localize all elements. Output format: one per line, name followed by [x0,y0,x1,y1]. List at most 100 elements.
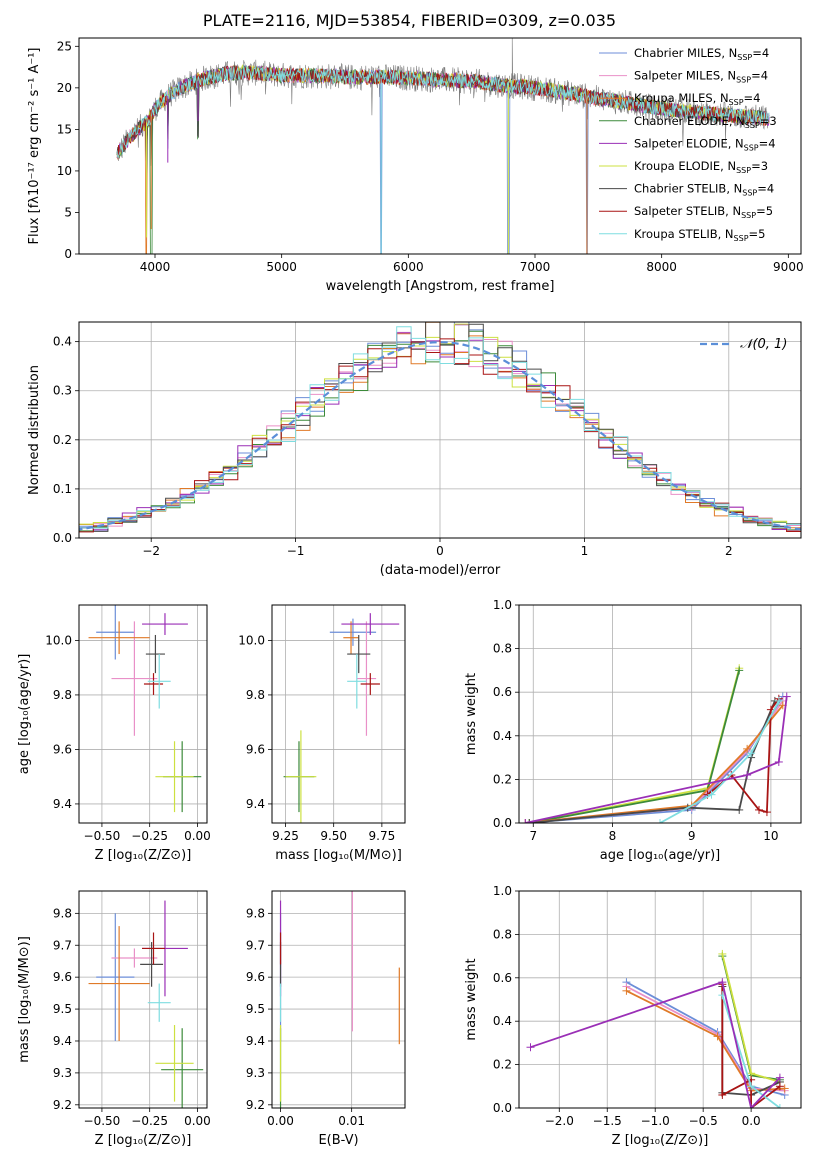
mass_vs_Z-ylabel: mass [log₁₀(M/M⊙)] [17,936,32,1063]
age_vs_Z-frame [78,604,208,824]
y-tick-label: 9.5 [246,1002,265,1016]
y-tick-label: 0.6 [493,685,512,699]
age_vs_Z-ylabel: age [log₁₀(age/yr)] [17,654,32,775]
y-tick-label: 10.0 [45,633,72,647]
mass_vs_Z-axes: −0.50 −0.25 0.00 9.2 9.3 9.4 9.5 9.6 9.7 9.8 Z [lo… [17,890,211,1148]
mw_vs_Z-ylabel: mass weight [464,958,479,1040]
x-tick-label: 0.00 [184,1114,211,1128]
y-tick-label: 9.3 [246,1066,265,1080]
y-tick-label: 1.0 [493,598,512,612]
age_vs_Z-xlabel: Z [log₁₀(Z/Z⊙)] [95,848,192,863]
residuals-xlabel: (data-model)/error [380,563,501,578]
y-tick-label: 10 [57,164,72,178]
x-tick-label: −2.0 [545,1114,574,1128]
y-tick-label: 1.0 [493,884,512,898]
y-tick-label: 9.7 [246,938,265,952]
x-tick-label: −0.25 [131,1114,168,1128]
x-tick-label: −2 [142,544,160,558]
x-tick-label: 6000 [393,260,424,274]
x-tick-label: 2 [725,544,733,558]
x-tick-label: 7 [529,829,537,843]
y-tick-label: 9.7 [53,938,72,952]
y-tick-label: 0.8 [493,642,512,656]
residuals-ylabel: Normed distribution [27,365,42,495]
y-tick-label: 0 [64,247,72,261]
mass_vs_ebv-xlabel: E(B-V) [318,1133,358,1148]
x-tick-label: 10 [763,829,778,843]
mw_vs_Z-xlabel: Z [log₁₀(Z/Z⊙)] [612,1133,709,1148]
x-tick-label: 0 [436,544,444,558]
y-tick-label: 0.2 [493,772,512,786]
x-tick-label: 9000 [773,260,804,274]
y-tick-label: 9.5 [53,1002,72,1016]
y-tick-label: 20 [57,81,72,95]
legend-label: 𝒩(0, 1) [740,337,787,352]
y-tick-label: 9.6 [246,970,265,984]
residual-histogram [79,326,801,534]
legend-label: Kroupa MILES, NSSP=4 [634,91,760,107]
spectrum-model-line [116,66,770,159]
x-tick-label: 9 [688,829,696,843]
x-tick-label: 8 [609,829,617,843]
legend-label: Chabrier ELODIE, NSSP=3 [634,114,777,130]
spectrum-axes: 4000 5000 6000 7000 8000 9000 0 5 10 15 20 25 wavele… [27,37,804,294]
x-tick-label: 0.0 [742,1114,761,1128]
x-tick-label: −0.50 [84,1114,121,1128]
mw_vs_Z-axes: −2.0 −1.5 −1.0 −0.5 0.0 0.0 0.2 0.4 0.6 0.8 1.0 Z [… [464,884,802,1148]
mass_vs_Z-frame [78,890,208,1109]
y-tick-label: 0.4 [493,729,512,743]
x-tick-label: 9.75 [369,829,396,843]
mass_vs_ebv-plot-area [279,891,400,1108]
y-tick-label: 9.2 [246,1098,265,1112]
y-tick-label: 15 [57,122,72,136]
age_vs_Z-plot-area [88,605,202,813]
x-tick-label: −1 [287,544,305,558]
mass-weight-line [525,700,784,823]
x-tick-label: −0.25 [131,829,168,843]
legend-label: Chabrier STELIB, NSSP=4 [634,182,774,198]
age_vs_mass-plot-area [283,613,400,823]
y-tick-label: 9.2 [53,1098,72,1112]
mw_vs_age-frame [518,604,802,824]
residuals-axes: −2 −1 0 1 2 0.0 0.1 0.2 0.3 0.4 (data-model)/error… [27,321,802,578]
age_vs_mass-xlabel: mass [log₁₀(M/M⊙)] [275,848,402,863]
mass_vs_Z-xlabel: Z [log₁₀(Z/Z⊙)] [95,1133,192,1148]
y-tick-label: 9.6 [53,970,72,984]
legend-label: Chabrier MILES, NSSP=4 [634,46,769,62]
y-tick-label: 0.3 [53,384,72,398]
spectrum-legend: Chabrier MILES, NSSP=4 Salpeter MILES, NS… [599,46,777,243]
y-tick-label: 9.4 [53,1034,72,1048]
x-tick-label: −1.5 [593,1114,622,1128]
x-tick-label: 0.00 [267,1114,294,1128]
y-tick-label: 9.8 [246,688,265,702]
figure-title: PLATE=2116, MJD=53854, FIBERID=0309, z=0… [202,11,617,30]
x-tick-label: 0.01 [338,1114,365,1128]
mass-weight-line [525,704,784,823]
mw_vs_age-xlabel: age [log₁₀(age/yr)] [600,848,721,863]
mass-weight-line [659,700,780,823]
legend-label: Salpeter ELODIE, NSSP=4 [634,136,776,152]
mw_vs_age-plot-area [521,664,791,823]
spectrum-frame [78,37,802,255]
y-tick-label: 0.0 [493,816,512,830]
y-tick-label: 5 [64,205,72,219]
x-tick-label: 9.50 [320,829,347,843]
y-tick-label: 0.4 [493,1014,512,1028]
y-tick-label: 0.1 [53,482,72,496]
y-tick-label: 0.2 [493,1058,512,1072]
y-tick-label: 9.4 [53,797,72,811]
y-tick-label: 0.2 [53,433,72,447]
legend-label: Kroupa STELIB, NSSP=5 [634,227,765,243]
x-tick-label: −0.5 [689,1114,718,1128]
age_vs_Z-axes: −0.50 −0.25 0.00 9.4 9.6 9.8 10.0 Z [log₁₀(Z/Z⊙… [17,604,211,863]
legend-label: Salpeter STELIB, NSSP=5 [634,204,773,220]
age_vs_mass-axes: 9.25 9.50 9.75 9.4 9.6 9.8 10.0 mass [log₁₀(M/M… [238,604,406,863]
y-tick-label: 9.6 [53,742,72,756]
x-tick-label: 9.25 [272,829,299,843]
y-tick-label: 10.0 [238,633,265,647]
y-tick-label: 9.6 [246,742,265,756]
mass_vs_ebv-axes: 0.00 0.01 9.2 9.3 9.4 9.5 9.6 9.7 9.8 E(B-V) [246,890,406,1148]
y-tick-label: 9.4 [246,797,265,811]
legend-label: Kroupa ELODIE, NSSP=3 [634,159,768,175]
